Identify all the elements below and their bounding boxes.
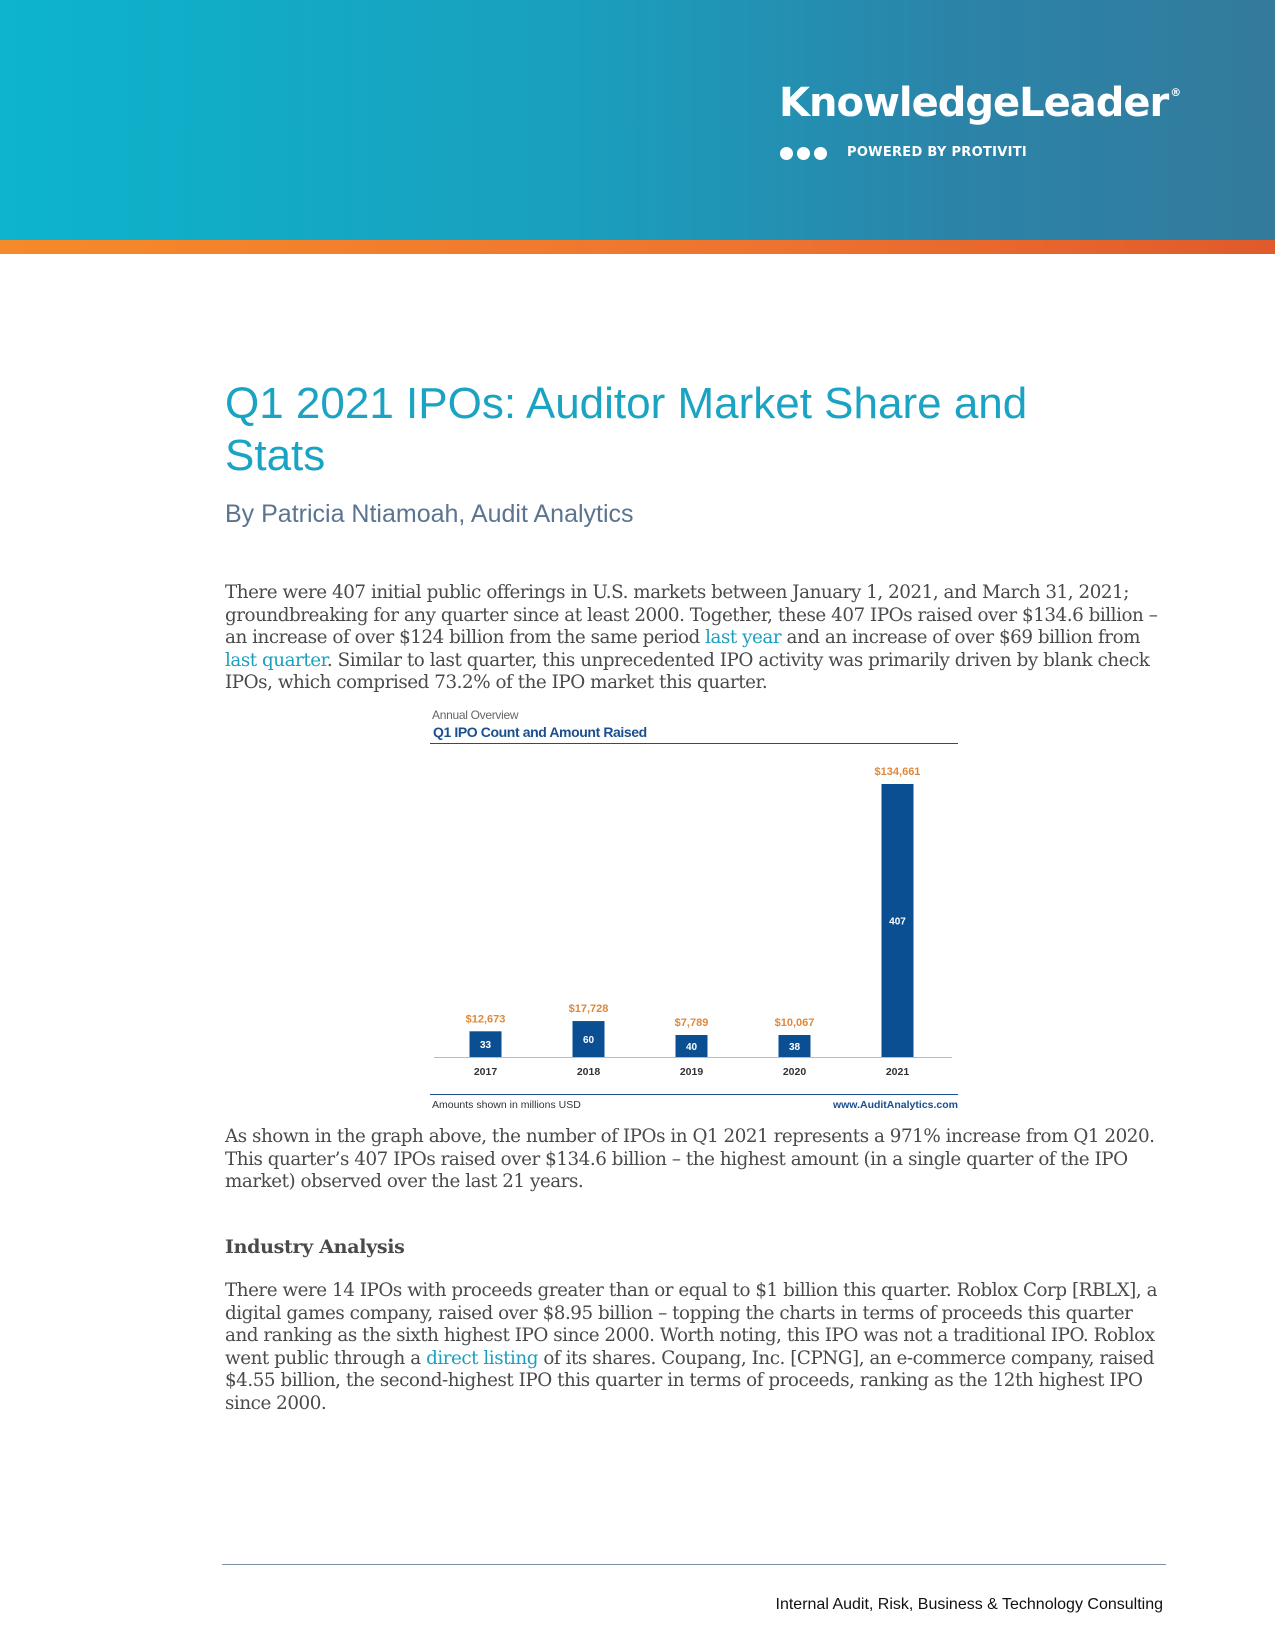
header-banner: [0, 0, 1275, 240]
intro-text-c: . Similar to last quarter, this unpreced…: [225, 649, 1150, 694]
amount-label-2019: $7,789: [675, 1017, 709, 1029]
chart-source: www.AuditAnalytics.com: [832, 1099, 958, 1111]
brand-tagline: POWERED BY PROTIVITI: [847, 145, 1028, 160]
x-tick-2020: 2020: [783, 1066, 807, 1078]
count-label-2021: 407: [889, 917, 906, 928]
count-label-2017: 33: [480, 1040, 492, 1051]
intro-text-a: There were 407 initial public offerings …: [225, 582, 1158, 648]
brand-dots-icon: [780, 147, 831, 165]
x-tick-2018: 2018: [577, 1066, 601, 1078]
bar-2020: [778, 1035, 811, 1057]
footer-text: Internal Audit, Risk, Business & Technol…: [775, 1596, 1163, 1613]
amount-label-2018: $17,728: [569, 1003, 609, 1015]
analysis-paragraph: As shown in the graph above, the number …: [225, 1126, 1155, 1192]
last-quarter-link[interactable]: last quarter: [225, 649, 327, 671]
footer-rule: [222, 1564, 1166, 1565]
registered-mark: ®: [1170, 86, 1181, 99]
chart-subtitle: Annual Overview: [432, 708, 519, 722]
chart-title-rule: [430, 743, 958, 744]
article-title: Q1 2021 IPOs: Auditor Market Share and S…: [225, 379, 1028, 480]
amount-label-2020: $10,067: [775, 1017, 815, 1029]
x-tick-2017: 2017: [474, 1066, 498, 1078]
bar-2017: [469, 1031, 502, 1057]
count-label-2019: 40: [686, 1042, 698, 1053]
amount-label-2017: $12,673: [466, 1013, 506, 1025]
intro-text-b: and an increase of over $69 billion from: [781, 627, 1141, 648]
x-tick-2019: 2019: [680, 1066, 704, 1078]
count-label-2020: 38: [789, 1042, 801, 1053]
brand-name: KnowledgeLeader: [779, 80, 1169, 126]
bar-2018: [572, 1021, 605, 1057]
amount-label-2021: $134,661: [875, 766, 921, 778]
bar-2019: [675, 1035, 708, 1057]
direct-listing-link[interactable]: direct listing: [426, 1347, 539, 1369]
bar-2021: [881, 784, 914, 1057]
industry-paragraph: There were 14 IPOs with proceeds greater…: [225, 1280, 1165, 1415]
header-accent-stripe: [0, 240, 1275, 254]
ipo-chart: Annual Overview Q1 IPO Count and Amount …: [430, 706, 960, 1116]
brand-logo: KnowledgeLeader ®: [779, 80, 1181, 126]
chart-title: Q1 IPO Count and Amount Raised: [433, 724, 647, 740]
chart-footnote: Amounts shown in millions USD: [432, 1099, 581, 1111]
chart-plot: $12,673 33 2017 $17,728 60 2018 $7,789 40 2019 $1…: [434, 766, 952, 1078]
count-label-2018: 60: [583, 1035, 595, 1046]
last-year-link[interactable]: last year: [705, 627, 782, 648]
section-heading: Industry Analysis: [225, 1236, 405, 1258]
x-tick-2021: 2021: [886, 1066, 910, 1078]
industry-text-b: of its shares. Coupang, Inc. [CPNG], an …: [225, 1347, 1155, 1414]
industry-text-a: There were 14 IPOs with proceeds greater…: [225, 1280, 1158, 1369]
chart-bottom-rule: [430, 1094, 958, 1095]
intro-paragraph: There were 407 initial public offerings …: [225, 582, 1165, 695]
article-byline: By Patricia Ntiamoah, Audit Analytics: [225, 500, 634, 528]
